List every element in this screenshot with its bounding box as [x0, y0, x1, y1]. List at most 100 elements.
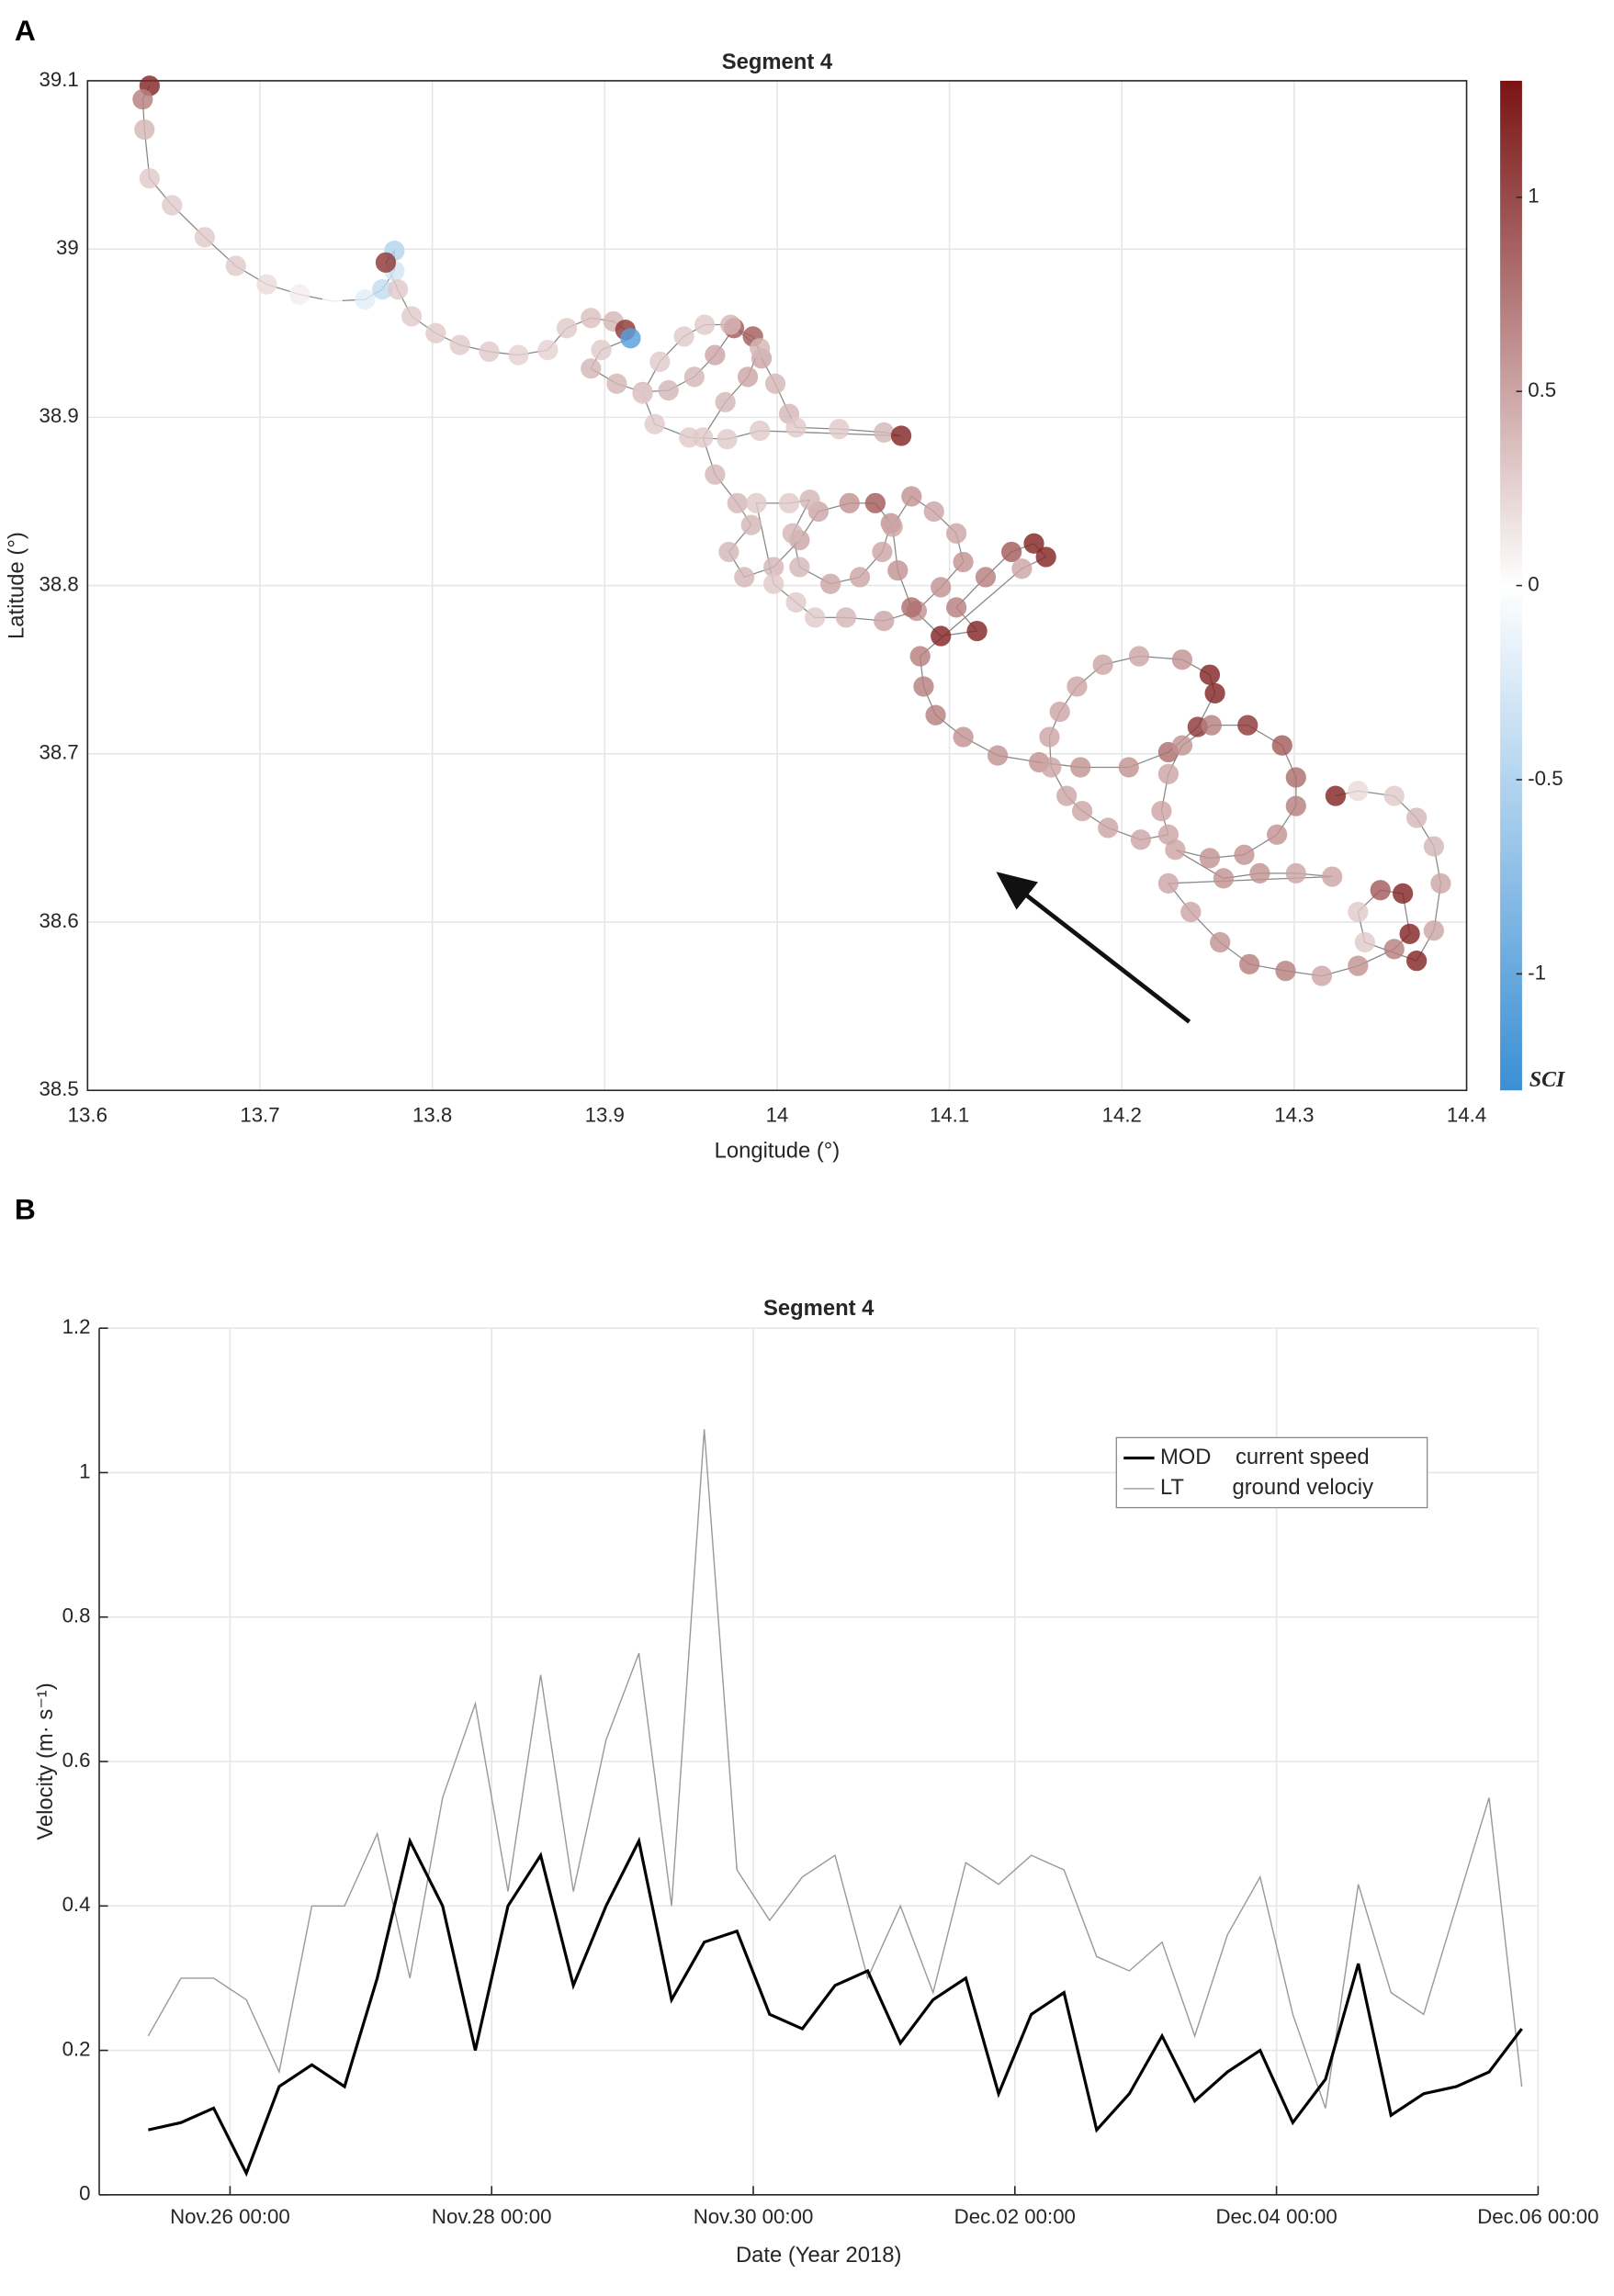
x-axis-label: Date (Year 2018) [736, 2243, 901, 2268]
drifter-point [763, 573, 784, 594]
drifter-point [375, 252, 397, 273]
drifter-point [289, 284, 310, 305]
drifter-point [1165, 839, 1186, 861]
drifter-point [705, 464, 726, 485]
drifter-point [1271, 735, 1292, 756]
drifter-point [1213, 868, 1235, 889]
drifter-point [1001, 541, 1022, 563]
x-tick-label: Dec.02 00:00 [954, 2205, 1076, 2228]
x-tick-label: Nov.26 00:00 [170, 2205, 290, 2228]
drifter-point [644, 413, 665, 434]
y-tick-label: 39.1 [40, 68, 79, 91]
drifter-point [134, 118, 155, 141]
drifter-point [1049, 701, 1070, 723]
drifter-point [322, 290, 343, 312]
drifter-point [778, 492, 800, 513]
drifter-point [1406, 807, 1428, 828]
drifter-point [874, 610, 895, 632]
drifter-point [401, 306, 423, 327]
drifter-point [1171, 735, 1193, 756]
y-tick-label: 0.8 [62, 1604, 91, 1627]
x-tick-label: Dec.06 00:00 [1477, 2205, 1598, 2228]
panel-label: A [15, 14, 36, 47]
y-tick-label: 39 [56, 236, 79, 259]
x-tick-label: Dec.04 00:00 [1215, 2205, 1337, 2228]
drifter-point [449, 334, 470, 355]
drifter-point [829, 419, 850, 440]
drifter-point [1199, 848, 1221, 869]
y-tick-label: 0.6 [62, 1749, 91, 1772]
x-tick-label: 14.3 [1274, 1104, 1314, 1127]
y-axis-label: Velocity (m· s⁻¹) [33, 1683, 58, 1840]
drifter-point [931, 625, 952, 647]
chart-title: Segment 4 [722, 50, 833, 74]
drifter-point [890, 425, 912, 446]
x-tick-label: 14.1 [930, 1104, 969, 1127]
drifter-point [737, 366, 759, 388]
drifter-point [556, 318, 578, 339]
drifter-point [508, 344, 529, 366]
legend-label: MOD current speed [1160, 1445, 1370, 1469]
drifter-point [953, 726, 974, 748]
x-tick-label: 13.6 [68, 1104, 107, 1127]
x-tick-label: 14.2 [1102, 1104, 1142, 1127]
drifter-point [864, 492, 886, 513]
drifter-point [705, 344, 726, 366]
drifter-point [872, 541, 893, 563]
drifter-point [537, 339, 559, 361]
drifter-point [1071, 800, 1093, 822]
drifter-point [256, 274, 277, 295]
drifter-point [1157, 872, 1179, 895]
drifter-point [1399, 923, 1420, 944]
drifter-point [887, 559, 909, 581]
drifter-point [1238, 953, 1260, 974]
x-tick-label: 14 [766, 1104, 789, 1127]
drifter-point [718, 541, 739, 563]
drifter-point [835, 607, 857, 628]
drifter-point [372, 279, 393, 300]
y-tick-label: 0.4 [62, 1893, 91, 1916]
drifter-point [1275, 961, 1296, 982]
drifter-point [805, 607, 826, 628]
drifter-point [1171, 649, 1193, 670]
drifter-point [1267, 824, 1288, 845]
drifter-point [1237, 715, 1258, 736]
drifter-point [620, 328, 641, 349]
drifter-point [1067, 676, 1088, 697]
drifter-point [1011, 558, 1033, 580]
drifter-point [1201, 715, 1222, 736]
y-tick-label: 1.2 [62, 1315, 91, 1338]
drifter-point [931, 577, 952, 598]
drifter-point [1285, 767, 1306, 788]
panel-label: B [15, 1192, 36, 1225]
y-tick-label: 38.6 [40, 909, 79, 932]
drifter-point [581, 358, 602, 379]
drifter-point [606, 373, 627, 394]
drifter-point [901, 486, 922, 507]
drifter-point [1118, 757, 1139, 778]
drifter-point [1151, 800, 1172, 822]
drifter-point [1070, 757, 1091, 778]
drifter-point [632, 383, 653, 404]
drifter-point [750, 338, 771, 359]
drifter-point [1354, 931, 1375, 953]
colorbar-tick-label: -1 [1528, 961, 1546, 984]
drifter-point [1430, 872, 1451, 895]
drifter-point [746, 492, 767, 513]
drifter-point [763, 557, 784, 578]
drifter-point [909, 646, 931, 667]
drifter-point [1092, 654, 1113, 675]
y-axis-label: Latitude (°) [4, 532, 28, 639]
drifter-point [479, 341, 500, 363]
drifter-point [694, 314, 716, 335]
y-tick-label: 1 [79, 1459, 90, 1482]
drifter-point [1370, 880, 1391, 901]
drifter-point [1383, 785, 1405, 806]
drifter-point [225, 255, 246, 276]
drifter-point [1234, 844, 1255, 865]
drifter-point [1249, 862, 1270, 884]
colorbar-tick-label: 1 [1528, 185, 1539, 208]
x-tick-label: Nov.30 00:00 [694, 2205, 814, 2228]
drifter-point [1423, 920, 1445, 941]
drifter-point [785, 417, 807, 438]
